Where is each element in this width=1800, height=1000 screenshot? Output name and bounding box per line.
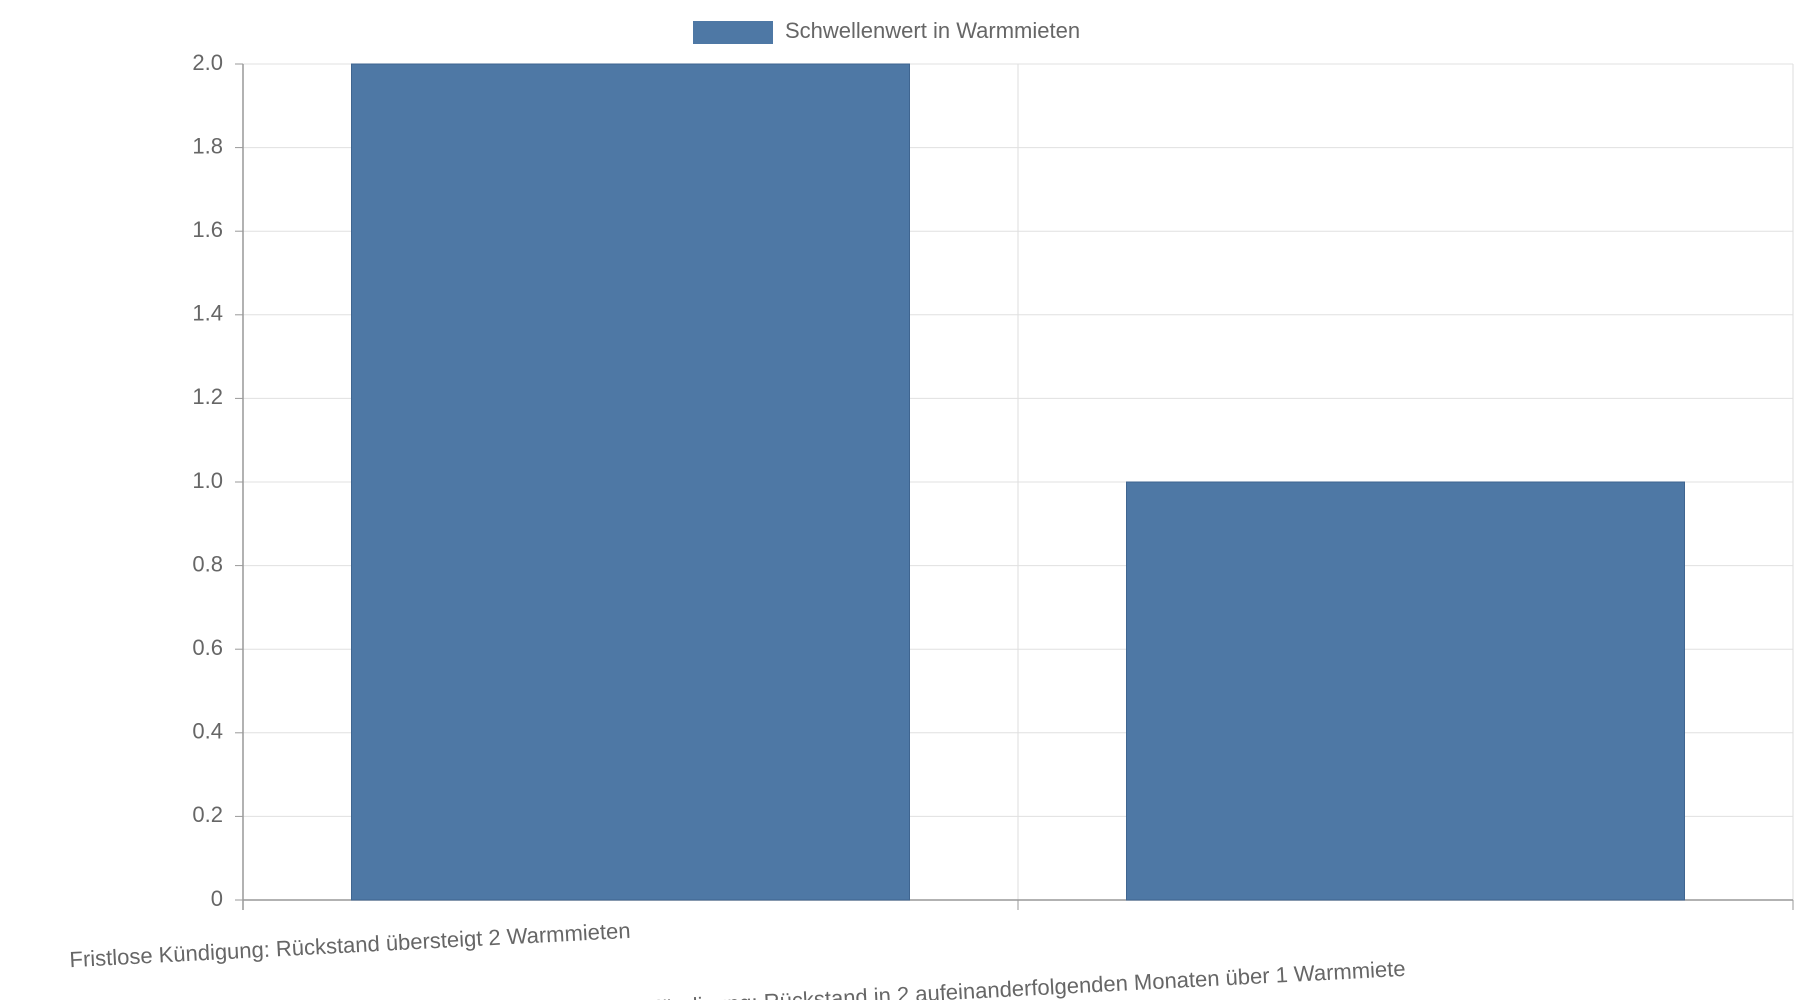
- x-tick-label: Fristlose Kündigung: Rückstand in 2 aufe…: [557, 956, 1406, 1000]
- y-tick-label: 1.6: [192, 217, 223, 242]
- y-tick-label: 1.4: [192, 301, 223, 326]
- legend-label: Schwellenwert in Warmmieten: [785, 18, 1080, 43]
- y-tick-label: 1.8: [192, 133, 223, 158]
- y-tick-label: 0.2: [192, 802, 223, 827]
- y-tick-label: 0.6: [192, 635, 223, 660]
- bar: [351, 63, 910, 901]
- legend-swatch: [693, 21, 773, 44]
- y-tick-label: 0.4: [192, 719, 223, 744]
- y-tick-label: 1.2: [192, 384, 223, 409]
- y-tick-label: 0: [211, 886, 223, 911]
- y-tick-label: 2.0: [192, 50, 223, 75]
- bar: [1126, 481, 1685, 901]
- x-tick-label: Fristlose Kündigung: Rückstand übersteig…: [69, 918, 631, 972]
- y-tick-label: 0.8: [192, 551, 223, 576]
- y-tick-label: 1.0: [192, 468, 223, 493]
